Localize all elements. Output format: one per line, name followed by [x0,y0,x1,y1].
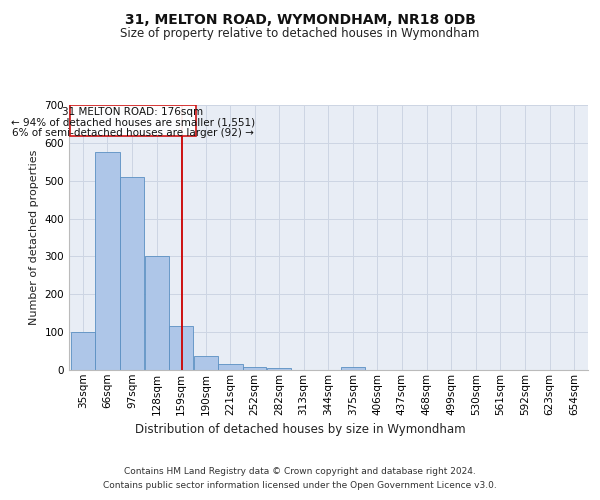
Text: Contains public sector information licensed under the Open Government Licence v3: Contains public sector information licen… [103,481,497,490]
Bar [169,326,193,370]
Y-axis label: Number of detached properties: Number of detached properties [29,150,39,325]
Bar [120,177,144,370]
Bar [71,332,95,370]
Text: 6% of semi-detached houses are larger (92) →: 6% of semi-detached houses are larger (9… [12,128,254,138]
Text: Size of property relative to detached houses in Wymondham: Size of property relative to detached ho… [121,28,479,40]
Bar [145,256,169,370]
Bar [194,356,218,370]
Bar [218,364,242,370]
Text: 31 MELTON ROAD: 176sqm: 31 MELTON ROAD: 176sqm [62,108,203,118]
Text: Contains HM Land Registry data © Crown copyright and database right 2024.: Contains HM Land Registry data © Crown c… [124,468,476,476]
Text: ← 94% of detached houses are smaller (1,551): ← 94% of detached houses are smaller (1,… [11,118,255,128]
Bar [70,106,196,136]
Bar [243,367,266,370]
Bar [95,152,119,370]
Bar [341,367,365,370]
Text: 31, MELTON ROAD, WYMONDHAM, NR18 0DB: 31, MELTON ROAD, WYMONDHAM, NR18 0DB [125,12,475,26]
Text: Distribution of detached houses by size in Wymondham: Distribution of detached houses by size … [134,422,466,436]
Bar [267,368,291,370]
